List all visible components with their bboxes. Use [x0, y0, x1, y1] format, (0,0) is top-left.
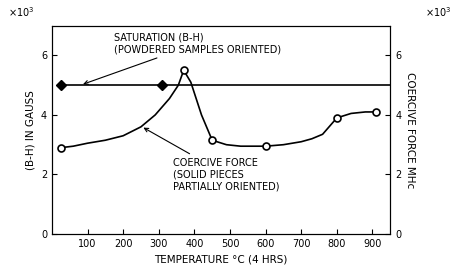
Text: $\times10^3$: $\times10^3$: [424, 6, 450, 19]
Text: COERCIVE FORCE
(SOLID PIECES
PARTIALLY ORIENTED): COERCIVE FORCE (SOLID PIECES PARTIALLY O…: [144, 128, 279, 191]
Text: $\times10^3$: $\times10^3$: [8, 6, 34, 19]
Text: SATURATION (B-H)
(POWDERED SAMPLES ORIENTED): SATURATION (B-H) (POWDERED SAMPLES ORIEN…: [84, 33, 281, 84]
X-axis label: TEMPERATURE °C (4 HRS): TEMPERATURE °C (4 HRS): [154, 254, 287, 264]
Y-axis label: (B-H) IN GAUSS: (B-H) IN GAUSS: [25, 90, 35, 170]
Y-axis label: COERCIVE FORCE MHc: COERCIVE FORCE MHc: [404, 72, 414, 188]
